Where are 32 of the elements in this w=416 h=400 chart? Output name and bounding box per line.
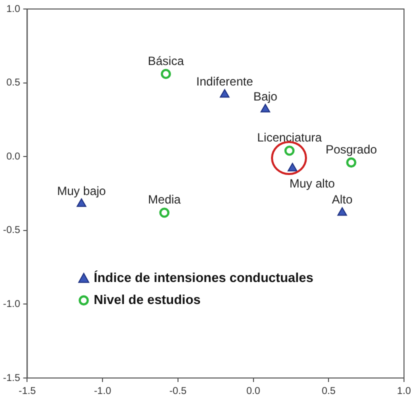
y-tick-label: 0.5 — [6, 78, 21, 89]
annotation: Muy bajo — [57, 184, 106, 198]
point — [159, 208, 170, 218]
point — [337, 207, 348, 216]
annotation: Alto — [332, 192, 353, 207]
x-tick-label: -1.0 — [94, 386, 112, 397]
point — [76, 198, 86, 207]
x-tick-label: 0.0 — [246, 386, 261, 397]
annotation: Posgrado — [326, 142, 378, 157]
x-tick-label: 0.5 — [322, 386, 336, 397]
legend-label: Índice de intensiones conductuales — [94, 270, 314, 285]
x-tick-label: -1.5 — [18, 386, 36, 397]
y-tick-label: -1.0 — [2, 298, 21, 310]
annotation: Básica — [148, 54, 184, 68]
point — [160, 68, 171, 80]
annotation: Licenciatura — [257, 130, 322, 145]
point — [346, 157, 356, 168]
annotation: Media — [148, 192, 182, 207]
annotation: Muy alto — [289, 176, 336, 190]
point — [284, 146, 295, 156]
y-tick-label: 1.0 — [6, 4, 21, 15]
point — [220, 89, 230, 98]
y-tick-label: -1.5 — [2, 372, 21, 384]
y-tick-label: -0.5 — [2, 225, 21, 236]
point — [288, 162, 298, 172]
point — [260, 104, 270, 112]
x-tick-label: -0.5 — [169, 386, 187, 397]
y-tick-label: 0.0 — [6, 151, 21, 162]
x-tick-label: 1.0 — [397, 386, 412, 397]
legend-label: Nivel de estudios — [94, 292, 201, 307]
annotation: Indiferente — [196, 74, 254, 89]
annotation: Bajo — [253, 89, 278, 104]
